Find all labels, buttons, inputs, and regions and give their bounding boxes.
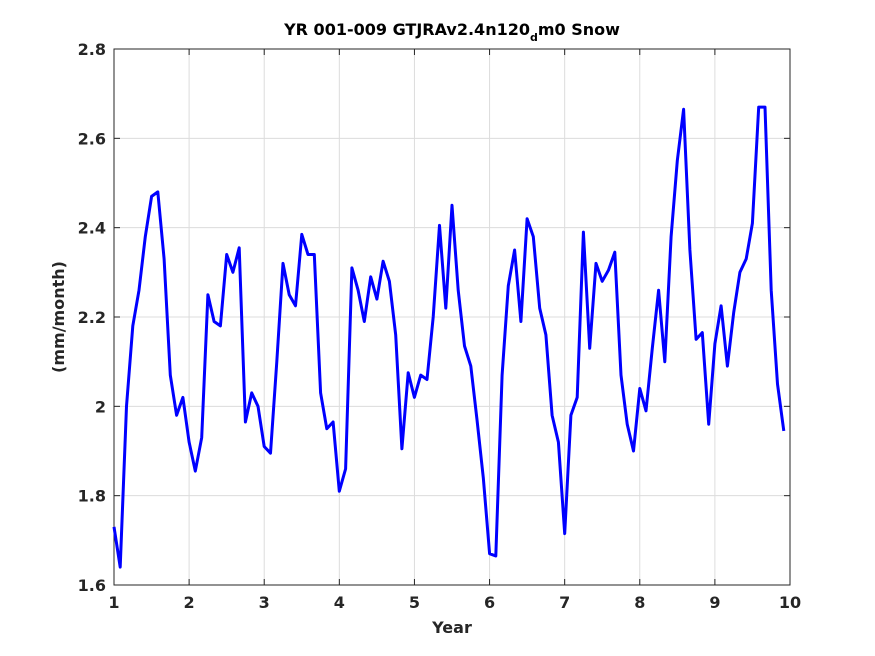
chart-title: YR 001-009 GTJRAv2.4n120dm0 Snow bbox=[283, 20, 620, 44]
tick-marks bbox=[113, 48, 791, 586]
x-tick-label: 10 bbox=[779, 593, 801, 612]
x-tick-label: 3 bbox=[259, 593, 270, 612]
x-tick-label: 7 bbox=[559, 593, 570, 612]
series-line bbox=[112, 105, 786, 569]
y-tick-labels: 1.6 1.8 2 2.2 2.4 2.6 2.8 bbox=[78, 40, 106, 595]
y-tick-label: 1.8 bbox=[78, 487, 106, 506]
y-tick-label: 2.8 bbox=[78, 40, 106, 59]
x-axis-label: Year bbox=[431, 618, 472, 637]
x-tick-label: 1 bbox=[108, 593, 119, 612]
x-tick-label: 9 bbox=[709, 593, 720, 612]
y-axis-label: (mm/month) bbox=[49, 261, 68, 373]
y-tick-label: 2 bbox=[95, 397, 106, 416]
x-tick-label: 6 bbox=[484, 593, 495, 612]
x-tick-label: 4 bbox=[334, 593, 345, 612]
chart-title-main: YR 001-009 GTJRAv2.4n120 bbox=[283, 20, 530, 39]
y-tick-label: 1.6 bbox=[78, 576, 106, 595]
y-tick-label: 2.4 bbox=[78, 219, 106, 238]
y-tick-label: 2.6 bbox=[78, 129, 106, 148]
x-tick-label: 5 bbox=[409, 593, 420, 612]
y-tick-label: 2.2 bbox=[78, 308, 106, 327]
chart-title-subscript: d bbox=[530, 31, 538, 44]
x-tick-label: 8 bbox=[634, 593, 645, 612]
x-tick-label: 2 bbox=[184, 593, 195, 612]
x-tick-labels: 1 2 3 4 5 6 7 8 9 10 bbox=[108, 593, 801, 612]
chart-title-suffix: m0 Snow bbox=[538, 20, 620, 39]
